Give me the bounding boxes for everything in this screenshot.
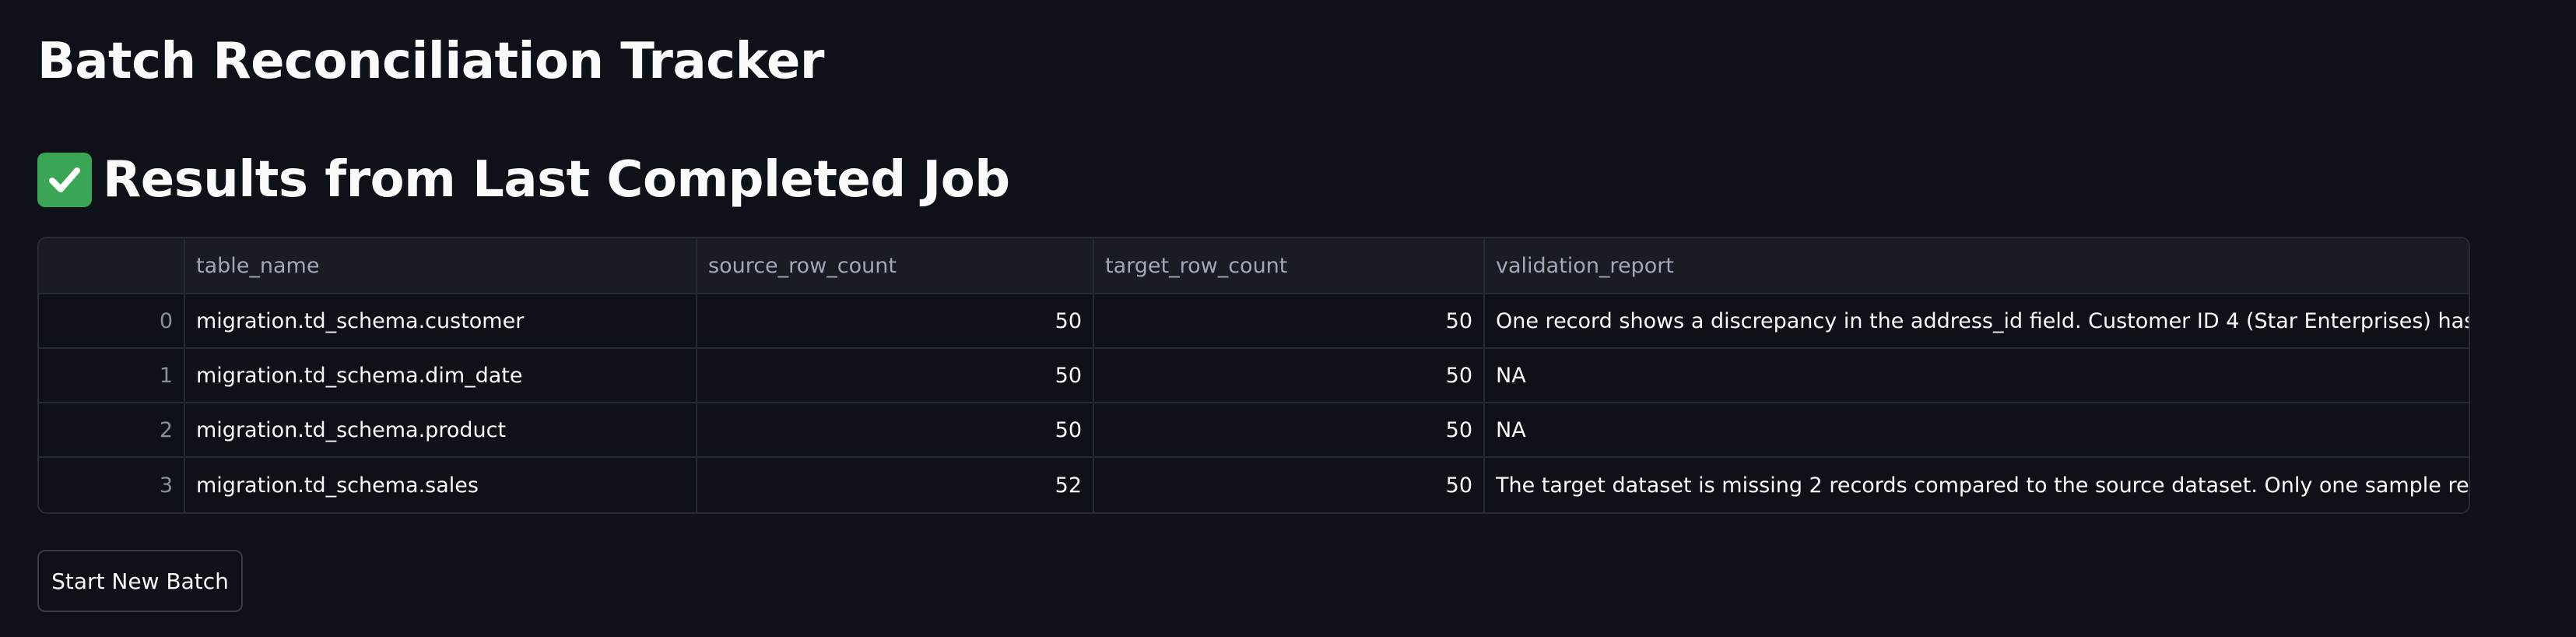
page-title: Batch Reconciliation Tracker bbox=[37, 33, 824, 90]
row-index[interactable]: 1 bbox=[39, 349, 185, 402]
validation-report-cell[interactable]: NA bbox=[1496, 363, 1526, 388]
table-header-row: table_name source_row_count target_row_c… bbox=[39, 238, 2469, 294]
validation-report-cell[interactable]: NA bbox=[1496, 417, 1526, 442]
table-row: 3 migration.td_schema.sales 52 50 The ta… bbox=[39, 458, 2469, 512]
table-row: 2 migration.td_schema.product 50 50 NA bbox=[39, 403, 2469, 458]
results-table[interactable]: table_name source_row_count target_row_c… bbox=[37, 237, 2470, 514]
row-index[interactable]: 2 bbox=[39, 403, 185, 456]
start-new-batch-button[interactable]: Start New Batch bbox=[37, 550, 243, 612]
column-header-target-row-count[interactable]: target_row_count bbox=[1094, 238, 1485, 293]
table-name-cell[interactable]: migration.td_schema.customer bbox=[185, 294, 697, 347]
validation-report-cell[interactable]: The target dataset is missing 2 records … bbox=[1496, 473, 2469, 498]
source-row-count-cell[interactable]: 52 bbox=[697, 458, 1094, 512]
source-row-count-cell[interactable]: 50 bbox=[697, 294, 1094, 347]
table-name-cell[interactable]: migration.td_schema.sales bbox=[185, 458, 697, 512]
results-subheader: Results from Last Completed Job bbox=[37, 145, 1010, 215]
column-header-table-name[interactable]: table_name bbox=[185, 238, 697, 293]
target-row-count-cell[interactable]: 50 bbox=[1094, 403, 1485, 456]
table-name-cell[interactable]: migration.td_schema.product bbox=[185, 403, 697, 456]
target-row-count-cell[interactable]: 50 bbox=[1094, 349, 1485, 402]
column-header-validation-report[interactable]: validation_report bbox=[1496, 253, 1674, 278]
check-mark-button-icon bbox=[37, 153, 92, 207]
target-row-count-cell[interactable]: 50 bbox=[1094, 294, 1485, 347]
table-row: 0 migration.td_schema.customer 50 50 One… bbox=[39, 294, 2469, 349]
source-row-count-cell[interactable]: 50 bbox=[697, 403, 1094, 456]
column-header-index[interactable] bbox=[39, 238, 185, 293]
table-name-cell[interactable]: migration.td_schema.dim_date bbox=[185, 349, 697, 402]
target-row-count-cell[interactable]: 50 bbox=[1094, 458, 1485, 512]
table-row: 1 migration.td_schema.dim_date 50 50 NA bbox=[39, 349, 2469, 403]
row-index[interactable]: 3 bbox=[39, 458, 185, 512]
row-index[interactable]: 0 bbox=[39, 294, 185, 347]
table-grid: table_name source_row_count target_row_c… bbox=[39, 238, 2469, 512]
column-header-source-row-count[interactable]: source_row_count bbox=[697, 238, 1094, 293]
source-row-count-cell[interactable]: 50 bbox=[697, 349, 1094, 402]
subheader-text: Results from Last Completed Job bbox=[103, 151, 1010, 209]
validation-report-cell[interactable]: One record shows a discrepancy in the ad… bbox=[1496, 308, 2469, 333]
